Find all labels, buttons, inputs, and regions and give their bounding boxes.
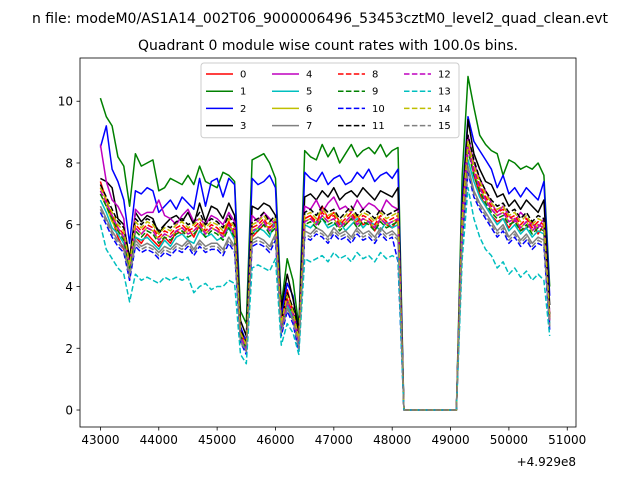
legend-label-3: 3	[240, 121, 246, 132]
legend-label-9: 9	[372, 87, 378, 98]
y-tick-label-6: 6	[65, 218, 73, 232]
series-line-3	[100, 119, 551, 411]
legend-label-13: 13	[438, 87, 451, 98]
series-line-10	[99, 171, 551, 411]
figure-suptitle: n file: modeM0/AS1A14_002T06_9000006496_…	[32, 11, 609, 27]
legend-label-12: 12	[438, 70, 451, 81]
series-line-11	[99, 134, 551, 411]
plot-lines	[99, 75, 551, 411]
series-line-1	[99, 75, 551, 411]
legend-box	[200, 62, 460, 139]
legend-label-11: 11	[372, 121, 385, 132]
y-tick-label-10: 10	[58, 95, 73, 109]
chart-title: Quadrant 0 module wise count rates with …	[138, 38, 518, 54]
x-tick-label-45000: 45000	[198, 433, 236, 447]
x-tick-label-48000: 48000	[373, 433, 411, 447]
x-tick-label-51000: 51000	[548, 433, 586, 447]
series-line-14	[99, 140, 551, 411]
legend-label-4: 4	[306, 70, 312, 81]
series-line-2	[99, 115, 551, 411]
series-line-13	[99, 186, 551, 411]
x-tick-label-43000: 43000	[81, 433, 119, 447]
x-tick-label-46000: 46000	[256, 433, 294, 447]
legend-label-0: 0	[240, 70, 246, 81]
x-tick-label-49000: 49000	[431, 433, 469, 447]
series-line-5	[99, 159, 551, 411]
y-tick-label-4: 4	[65, 280, 73, 294]
series-line-9	[99, 149, 551, 411]
x-tick-label-44000: 44000	[140, 433, 178, 447]
series-line-12	[99, 146, 551, 411]
legend-label-10: 10	[372, 104, 385, 115]
legend-label-2: 2	[240, 104, 246, 115]
x-offset-label: +4.929e8	[517, 455, 576, 469]
x-tick-label-50000: 50000	[490, 433, 528, 447]
plot-frame	[79, 57, 577, 428]
series-line-15	[99, 168, 551, 411]
legend-label-5: 5	[306, 87, 312, 98]
series-line-4	[99, 134, 551, 411]
legend-label-14: 14	[438, 104, 451, 115]
series-line-7	[99, 165, 551, 411]
legend-label-8: 8	[372, 70, 378, 81]
y-tick-label-8: 8	[65, 156, 73, 170]
legend-label-15: 15	[438, 121, 451, 132]
x-tick-label-47000: 47000	[315, 433, 353, 447]
y-tick-label-2: 2	[65, 342, 73, 356]
legend-label-6: 6	[306, 104, 312, 115]
legend-label-1: 1	[240, 87, 246, 98]
axes: 43000 44000 45000 46000 47000 48000 49000 50000…	[58, 57, 586, 447]
y-tick-label-0: 0	[65, 404, 73, 418]
legend-label-7: 7	[306, 121, 312, 132]
